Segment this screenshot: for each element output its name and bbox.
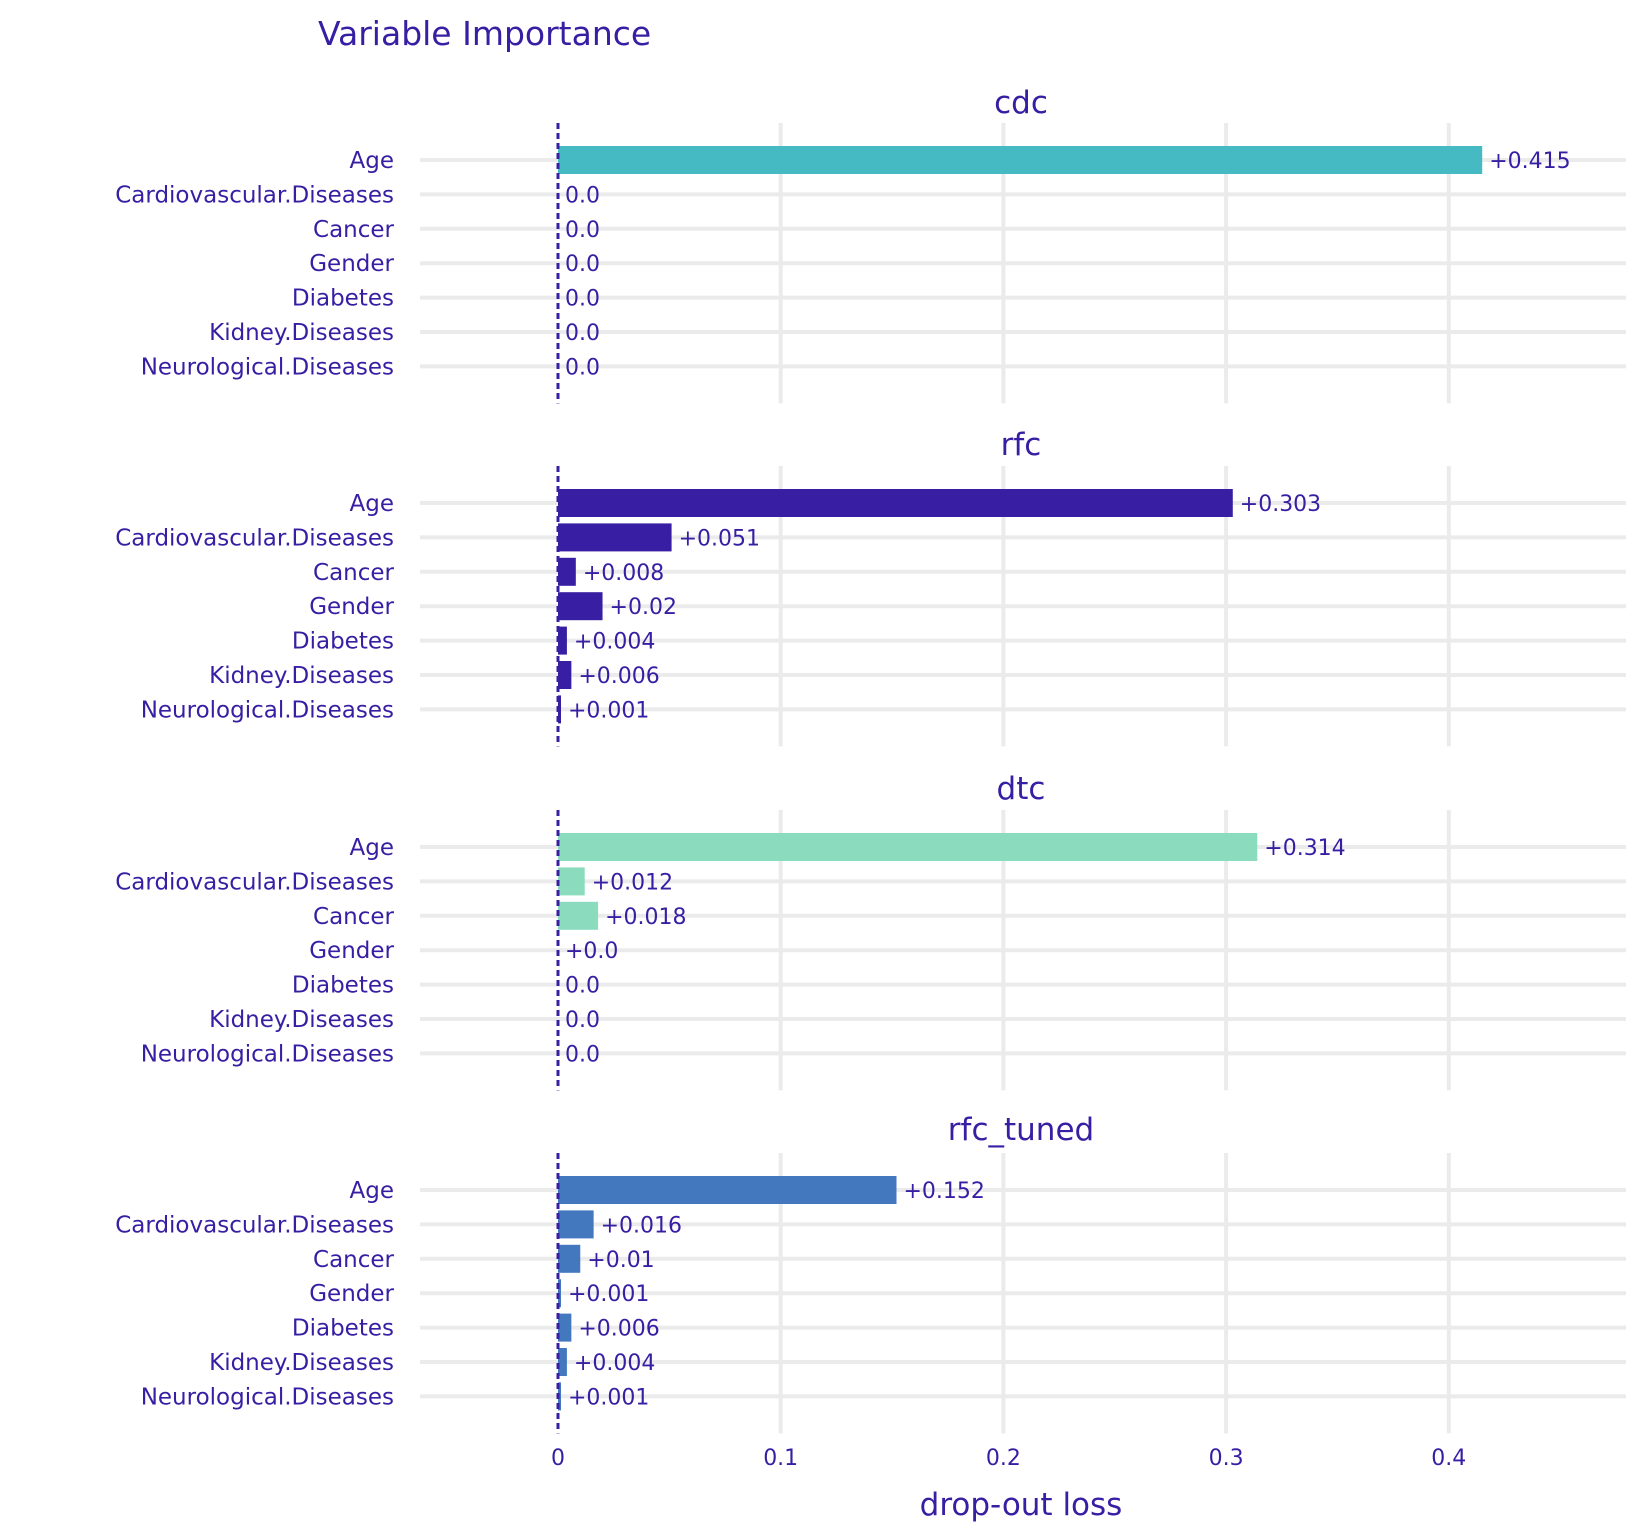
bar	[558, 626, 567, 655]
category-label: Age	[350, 1178, 394, 1204]
value-label: +0.006	[578, 664, 659, 689]
panel-cdc: cdc Age +0.415 Cardiovascular.Diseases 0.0 Ca…	[115, 85, 1626, 404]
category-label: Neurological.Diseases	[141, 1041, 394, 1067]
value-label: +0.016	[601, 1213, 682, 1238]
category-label: Cancer	[313, 1247, 395, 1273]
panel-title: rfc	[1001, 427, 1042, 463]
bar	[558, 1244, 581, 1273]
x-tick-label: 0	[551, 1446, 565, 1471]
category-label: Cardiovascular.Diseases	[115, 525, 394, 551]
value-label: 0.0	[565, 1008, 600, 1033]
category-label: Age	[350, 491, 394, 517]
category-label: Neurological.Diseases	[141, 1384, 394, 1410]
value-label: +0.008	[583, 561, 664, 586]
category-label: Diabetes	[292, 973, 394, 999]
bar	[558, 489, 1233, 517]
value-label: +0.02	[610, 595, 677, 620]
category-label: Diabetes	[292, 629, 394, 655]
bar	[558, 523, 672, 552]
category-label: Diabetes	[292, 286, 394, 312]
bar	[558, 1176, 897, 1204]
category-label: Diabetes	[292, 1316, 394, 1342]
value-label: +0.001	[568, 1385, 649, 1410]
value-label: 0.0	[565, 321, 600, 346]
category-label: Gender	[309, 251, 394, 277]
x-axis: 0 0.1 0.2 0.3 0.4	[551, 1446, 1466, 1471]
value-label: +0.01	[587, 1248, 654, 1273]
chart-title: Variable Importance	[318, 14, 651, 53]
value-label: +0.152	[904, 1179, 985, 1204]
panel-rfc: rfc Age +0.303 Cardiovascular.Diseases +0.05…	[115, 427, 1626, 747]
value-label: +0.051	[679, 526, 760, 551]
category-label: Gender	[309, 594, 394, 620]
bar	[558, 1348, 567, 1376]
value-label: 0.0	[565, 218, 600, 243]
value-label: 0.0	[565, 974, 600, 999]
bar	[558, 1210, 594, 1239]
category-label: Kidney.Diseases	[209, 1350, 394, 1376]
value-label: +0.314	[1264, 836, 1345, 861]
value-label: +0.004	[574, 1351, 655, 1376]
bar	[558, 901, 599, 930]
x-axis-title: drop-out loss	[920, 1487, 1123, 1523]
bar	[558, 557, 576, 586]
category-label: Cancer	[313, 904, 395, 930]
category-label: Age	[350, 148, 394, 174]
category-label: Cardiovascular.Diseases	[115, 869, 394, 895]
panel-dtc: dtc Age +0.314 Cardiovascular.Diseases +0.01…	[115, 771, 1626, 1091]
value-label: +0.012	[592, 870, 673, 895]
panel-rfc-tuned: rfc_tuned Age +0.152 Cardiovascular.Disease…	[115, 1112, 1626, 1434]
value-label: +0.006	[578, 1317, 659, 1342]
category-label: Neurological.Diseases	[141, 697, 394, 723]
category-label: Kidney.Diseases	[209, 663, 394, 689]
value-label: 0.0	[565, 1042, 600, 1067]
category-label: Cardiovascular.Diseases	[115, 182, 394, 208]
x-tick-label: 0.2	[986, 1446, 1021, 1471]
category-label: Neurological.Diseases	[141, 354, 394, 380]
category-label: Kidney.Diseases	[209, 1007, 394, 1033]
value-label: +0.018	[605, 905, 686, 930]
bar	[558, 592, 603, 621]
panel-title: rfc_tuned	[948, 1112, 1094, 1148]
value-label: 0.0	[565, 355, 600, 380]
value-label: +0.004	[574, 630, 655, 655]
category-label: Cardiovascular.Diseases	[115, 1212, 394, 1238]
x-tick-label: 0.3	[1209, 1446, 1244, 1471]
value-label: +0.001	[568, 698, 649, 723]
x-tick-label: 0.1	[763, 1446, 798, 1471]
bar	[558, 1313, 572, 1342]
panel-title: dtc	[997, 771, 1046, 807]
panel-title: cdc	[994, 85, 1048, 121]
category-label: Gender	[309, 1281, 394, 1307]
value-label: 0.0	[565, 287, 600, 312]
category-label: Cancer	[313, 217, 395, 243]
category-label: Kidney.Diseases	[209, 320, 394, 346]
value-label: +0.0	[565, 939, 618, 964]
value-label: +0.303	[1240, 492, 1321, 517]
bar	[558, 146, 1483, 174]
bar	[558, 833, 1258, 861]
value-label: +0.415	[1489, 149, 1570, 174]
value-label: 0.0	[565, 252, 600, 277]
category-label: Age	[350, 835, 394, 861]
category-label: Cancer	[313, 560, 395, 586]
bar	[558, 867, 585, 896]
bar	[558, 661, 572, 689]
value-label: 0.0	[565, 183, 600, 208]
chart-panels: cdc Age +0.415 Cardiovascular.Diseases 0.0 Ca…	[115, 85, 1626, 1434]
value-label: +0.001	[568, 1282, 649, 1307]
x-tick-label: 0.4	[1431, 1446, 1466, 1471]
category-label: Gender	[309, 938, 394, 964]
